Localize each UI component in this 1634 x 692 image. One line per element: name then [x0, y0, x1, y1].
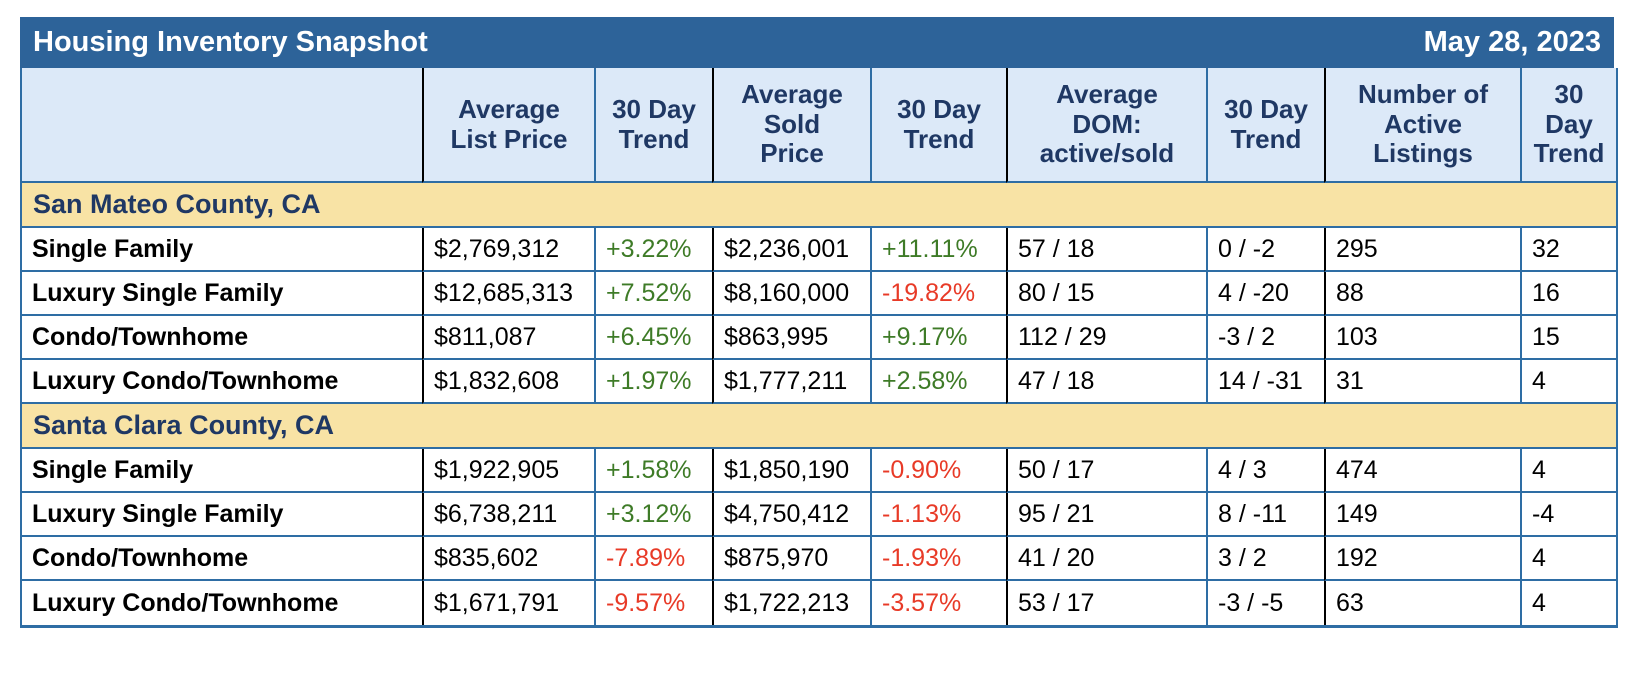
- avg-dom-cell: 53 / 17: [1006, 581, 1206, 625]
- avg-dom-cell: 95 / 21: [1006, 493, 1206, 537]
- avg-list-price-cell: $1,671,791: [422, 581, 594, 625]
- col-header-listings-trend: 30 Day Trend: [1520, 68, 1616, 183]
- dom-trend-cell: 4 / -20: [1206, 272, 1324, 316]
- sold-price-trend-cell: -1.13%: [870, 493, 1006, 537]
- col-header-avg-sold-price: Average Sold Price: [712, 68, 870, 183]
- row-label-cell: Condo/Townhome: [22, 537, 422, 581]
- section-header-san-mateo: San Mateo County, CA: [22, 183, 1616, 228]
- avg-list-price-cell: $1,832,608: [422, 360, 594, 404]
- housing-inventory-report: Housing Inventory Snapshot May 28, 2023 …: [20, 17, 1618, 628]
- avg-list-price-cell: $2,769,312: [422, 228, 594, 272]
- listings-trend-cell: 4: [1520, 581, 1616, 625]
- section-row: Santa Clara County, CA: [22, 404, 1616, 449]
- avg-list-price-cell: $1,922,905: [422, 449, 594, 493]
- avg-sold-price-cell: $863,995: [712, 316, 870, 360]
- listings-trend-cell: 16: [1520, 272, 1616, 316]
- listings-trend-cell: 4: [1520, 537, 1616, 581]
- list-price-trend-cell: -9.57%: [594, 581, 712, 625]
- avg-list-price-cell: $6,738,211: [422, 493, 594, 537]
- sold-price-trend-cell: +2.58%: [870, 360, 1006, 404]
- avg-list-price-cell: $811,087: [422, 316, 594, 360]
- active-listings-cell: 63: [1324, 581, 1520, 625]
- avg-dom-cell: 47 / 18: [1006, 360, 1206, 404]
- col-header-avg-list-price: Average List Price: [422, 68, 594, 183]
- avg-dom-cell: 57 / 18: [1006, 228, 1206, 272]
- avg-list-price-cell: $12,685,313: [422, 272, 594, 316]
- sold-price-trend-cell: -1.93%: [870, 537, 1006, 581]
- dom-trend-cell: 0 / -2: [1206, 228, 1324, 272]
- sold-price-trend-cell: -3.57%: [870, 581, 1006, 625]
- list-price-trend-cell: +6.45%: [594, 316, 712, 360]
- avg-sold-price-cell: $2,236,001: [712, 228, 870, 272]
- listings-trend-cell: -4: [1520, 493, 1616, 537]
- sold-price-trend-cell: -19.82%: [870, 272, 1006, 316]
- active-listings-cell: 88: [1324, 272, 1520, 316]
- table-row: Single Family $2,769,312 +3.22% $2,236,0…: [22, 228, 1616, 272]
- dom-trend-cell: 14 / -31: [1206, 360, 1324, 404]
- dom-trend-cell: 4 / 3: [1206, 449, 1324, 493]
- avg-list-price-cell: $835,602: [422, 537, 594, 581]
- row-label-cell: Single Family: [22, 228, 422, 272]
- table-row: Luxury Single Family $6,738,211 +3.12% $…: [22, 493, 1616, 537]
- table-row: Luxury Single Family $12,685,313 +7.52% …: [22, 272, 1616, 316]
- list-price-trend-cell: +3.12%: [594, 493, 712, 537]
- col-header-sold-price-trend: 30 Day Trend: [870, 68, 1006, 183]
- avg-sold-price-cell: $875,970: [712, 537, 870, 581]
- col-header-active-listings: Number of Active Listings: [1324, 68, 1520, 183]
- col-header-category: [22, 68, 422, 183]
- row-label-cell: Luxury Condo/Townhome: [22, 360, 422, 404]
- avg-dom-cell: 80 / 15: [1006, 272, 1206, 316]
- section-row: San Mateo County, CA: [22, 183, 1616, 228]
- sold-price-trend-cell: -0.90%: [870, 449, 1006, 493]
- col-header-dom-trend: 30 Day Trend: [1206, 68, 1324, 183]
- col-header-list-price-trend: 30 Day Trend: [594, 68, 712, 183]
- section-header-santa-clara: Santa Clara County, CA: [22, 404, 1616, 449]
- col-header-avg-dom: Average DOM: active/sold: [1006, 68, 1206, 183]
- avg-sold-price-cell: $1,850,190: [712, 449, 870, 493]
- avg-dom-cell: 112 / 29: [1006, 316, 1206, 360]
- active-listings-cell: 149: [1324, 493, 1520, 537]
- inventory-table: Average List Price 30 Day Trend Average …: [20, 68, 1618, 628]
- active-listings-cell: 295: [1324, 228, 1520, 272]
- table-row: Single Family $1,922,905 +1.58% $1,850,1…: [22, 449, 1616, 493]
- list-price-trend-cell: -7.89%: [594, 537, 712, 581]
- list-price-trend-cell: +1.97%: [594, 360, 712, 404]
- row-label-cell: Luxury Condo/Townhome: [22, 581, 422, 625]
- avg-sold-price-cell: $4,750,412: [712, 493, 870, 537]
- dom-trend-cell: -3 / 2: [1206, 316, 1324, 360]
- dom-trend-cell: 8 / -11: [1206, 493, 1324, 537]
- sold-price-trend-cell: +9.17%: [870, 316, 1006, 360]
- active-listings-cell: 31: [1324, 360, 1520, 404]
- active-listings-cell: 474: [1324, 449, 1520, 493]
- listings-trend-cell: 32: [1520, 228, 1616, 272]
- active-listings-cell: 103: [1324, 316, 1520, 360]
- avg-sold-price-cell: $8,160,000: [712, 272, 870, 316]
- listings-trend-cell: 4: [1520, 360, 1616, 404]
- list-price-trend-cell: +7.52%: [594, 272, 712, 316]
- table-row: Condo/Townhome $835,602 -7.89% $875,970 …: [22, 537, 1616, 581]
- listings-trend-cell: 15: [1520, 316, 1616, 360]
- list-price-trend-cell: +3.22%: [594, 228, 712, 272]
- avg-dom-cell: 41 / 20: [1006, 537, 1206, 581]
- active-listings-cell: 192: [1324, 537, 1520, 581]
- row-label-cell: Condo/Townhome: [22, 316, 422, 360]
- avg-sold-price-cell: $1,777,211: [712, 360, 870, 404]
- list-price-trend-cell: +1.58%: [594, 449, 712, 493]
- column-header-row: Average List Price 30 Day Trend Average …: [22, 68, 1616, 183]
- report-title: Housing Inventory Snapshot: [33, 26, 428, 58]
- sold-price-trend-cell: +11.11%: [870, 228, 1006, 272]
- table-row: Luxury Condo/Townhome $1,671,791 -9.57% …: [22, 581, 1616, 625]
- report-date: May 28, 2023: [1423, 26, 1601, 58]
- row-label-cell: Luxury Single Family: [22, 272, 422, 316]
- avg-sold-price-cell: $1,722,213: [712, 581, 870, 625]
- dom-trend-cell: -3 / -5: [1206, 581, 1324, 625]
- table-row: Luxury Condo/Townhome $1,832,608 +1.97% …: [22, 360, 1616, 404]
- listings-trend-cell: 4: [1520, 449, 1616, 493]
- row-label-cell: Luxury Single Family: [22, 493, 422, 537]
- title-bar: Housing Inventory Snapshot May 28, 2023: [20, 17, 1614, 68]
- row-label-cell: Single Family: [22, 449, 422, 493]
- table-row: Condo/Townhome $811,087 +6.45% $863,995 …: [22, 316, 1616, 360]
- avg-dom-cell: 50 / 17: [1006, 449, 1206, 493]
- dom-trend-cell: 3 / 2: [1206, 537, 1324, 581]
